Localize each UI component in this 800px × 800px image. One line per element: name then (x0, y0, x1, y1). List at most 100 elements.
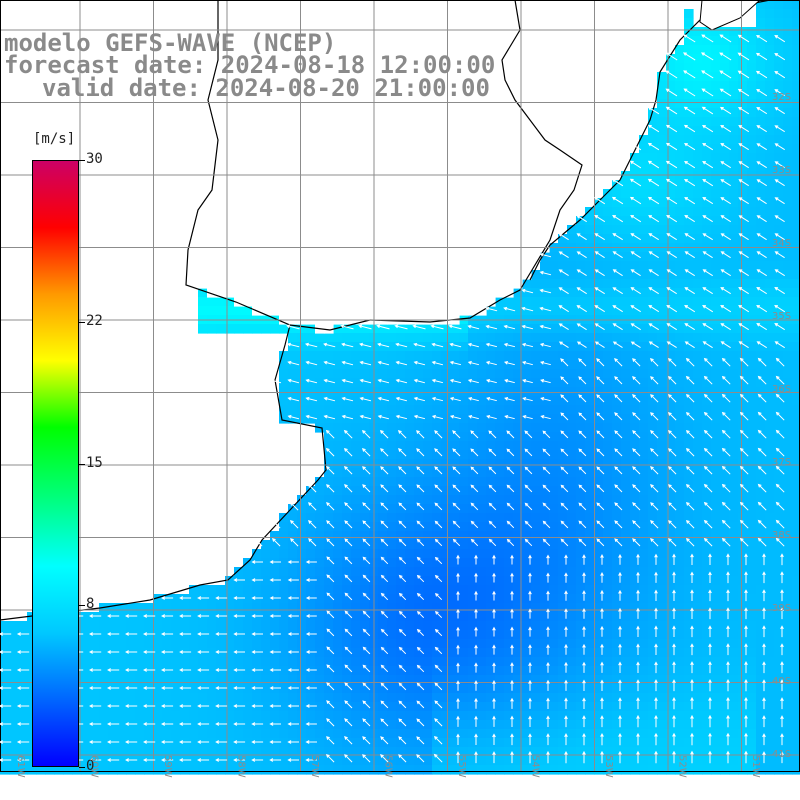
wind-speed-cell (684, 612, 694, 622)
wind-speed-cell (414, 333, 424, 343)
wind-speed-cell (18, 756, 28, 766)
wind-speed-cell (666, 441, 676, 451)
land-cell (441, 126, 451, 136)
land-cell (513, 108, 523, 118)
wind-speed-cell (774, 630, 784, 640)
wind-speed-cell (747, 369, 757, 379)
wind-speed-cell (747, 378, 757, 388)
wind-speed-cell (747, 306, 757, 316)
wind-speed-cell (360, 594, 370, 604)
wind-speed-cell (306, 702, 316, 712)
land-cell (279, 144, 289, 154)
wind-speed-cell (612, 342, 622, 352)
wind-speed-cell (342, 576, 352, 586)
wind-speed-cell (342, 360, 352, 370)
wind-speed-cell (765, 711, 775, 721)
wind-speed-cell (477, 747, 487, 757)
wind-speed-cell (567, 495, 577, 505)
wind-speed-cell (711, 216, 721, 226)
wind-speed-cell (450, 612, 460, 622)
wind-speed-cell (765, 171, 775, 181)
wind-speed-cell (207, 603, 217, 613)
wind-speed-cell (306, 387, 316, 397)
wind-speed-cell (396, 351, 406, 361)
wind-speed-cell (414, 630, 424, 640)
land-cell (261, 117, 271, 127)
wind-speed-cell (675, 99, 685, 109)
wind-speed-cell (522, 441, 532, 451)
wind-speed-cell (513, 765, 523, 775)
wind-speed-cell (90, 684, 100, 694)
wind-speed-cell (18, 621, 28, 631)
wind-speed-cell (603, 261, 613, 271)
wind-speed-cell (747, 225, 757, 235)
wind-speed-cell (666, 135, 676, 145)
wind-speed-cell (657, 396, 667, 406)
wind-speed-cell (360, 423, 370, 433)
wind-speed-cell (567, 765, 577, 775)
wind-speed-cell (630, 207, 640, 217)
wind-speed-cell (441, 378, 451, 388)
wind-speed-cell (396, 405, 406, 415)
wind-speed-cell (378, 558, 388, 568)
wind-speed-cell (315, 657, 325, 667)
wind-speed-cell (81, 630, 91, 640)
wind-speed-cell (729, 738, 739, 748)
wind-speed-cell (531, 351, 541, 361)
wind-speed-cell (738, 459, 748, 469)
wind-speed-cell (90, 621, 100, 631)
wind-speed-cell (477, 522, 487, 532)
wind-speed-cell (405, 576, 415, 586)
wind-speed-cell (774, 468, 784, 478)
wind-speed-cell (207, 657, 217, 667)
wind-speed-cell (279, 549, 289, 559)
wind-speed-cell (756, 450, 766, 460)
wind-speed-cell (504, 621, 514, 631)
wind-speed-cell (657, 189, 667, 199)
wind-speed-cell (0, 693, 10, 703)
wind-speed-cell (342, 324, 352, 334)
wind-speed-cell (765, 513, 775, 523)
wind-speed-cell (666, 396, 676, 406)
wind-speed-cell (774, 180, 784, 190)
wind-speed-cell (504, 639, 514, 649)
wind-speed-cell (459, 549, 469, 559)
land-cell (261, 9, 271, 19)
land-cell (243, 90, 253, 100)
wind-speed-cell (657, 666, 667, 676)
wind-speed-cell (738, 36, 748, 46)
wind-speed-cell (495, 405, 505, 415)
wind-speed-cell (378, 657, 388, 667)
wind-speed-cell (423, 738, 433, 748)
wind-speed-cell (648, 729, 658, 739)
land-cell (261, 90, 271, 100)
wind-speed-cell (315, 702, 325, 712)
wind-speed-cell (441, 459, 451, 469)
wind-speed-cell (603, 387, 613, 397)
wind-speed-cell (711, 288, 721, 298)
wind-speed-cell (486, 369, 496, 379)
wind-speed-cell (792, 585, 800, 595)
wind-speed-cell (414, 585, 424, 595)
wind-speed-cell (711, 117, 721, 127)
wind-speed-cell (549, 693, 559, 703)
wind-speed-cell (585, 567, 595, 577)
land-cell (216, 45, 226, 55)
wind-speed-cell (0, 621, 10, 631)
wind-speed-cell (558, 549, 568, 559)
wind-speed-cell (333, 738, 343, 748)
wind-speed-cell (783, 234, 793, 244)
wind-speed-cell (585, 576, 595, 586)
wind-speed-cell (423, 504, 433, 514)
wind-speed-cell (522, 297, 532, 307)
wind-speed-cell (288, 657, 298, 667)
wind-speed-cell (684, 756, 694, 766)
wind-speed-cell (351, 540, 361, 550)
wind-speed-cell (387, 675, 397, 685)
wind-speed-cell (387, 504, 397, 514)
wind-speed-cell (792, 639, 800, 649)
wind-speed-cell (459, 594, 469, 604)
wind-speed-cell (387, 612, 397, 622)
wind-speed-cell (594, 747, 604, 757)
wind-speed-cell (729, 495, 739, 505)
